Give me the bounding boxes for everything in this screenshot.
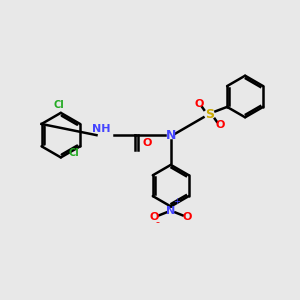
Text: O: O	[215, 120, 224, 130]
Text: O: O	[150, 212, 159, 222]
Text: O: O	[194, 99, 204, 109]
Text: O: O	[142, 138, 152, 148]
Text: N: N	[166, 129, 176, 142]
Text: S: S	[205, 108, 214, 121]
Text: -: -	[155, 217, 159, 227]
Text: NH: NH	[92, 124, 110, 134]
Text: +: +	[173, 197, 180, 206]
Text: O: O	[182, 212, 192, 222]
Text: Cl: Cl	[69, 148, 80, 158]
Text: N: N	[166, 206, 176, 216]
Text: Cl: Cl	[54, 100, 65, 110]
